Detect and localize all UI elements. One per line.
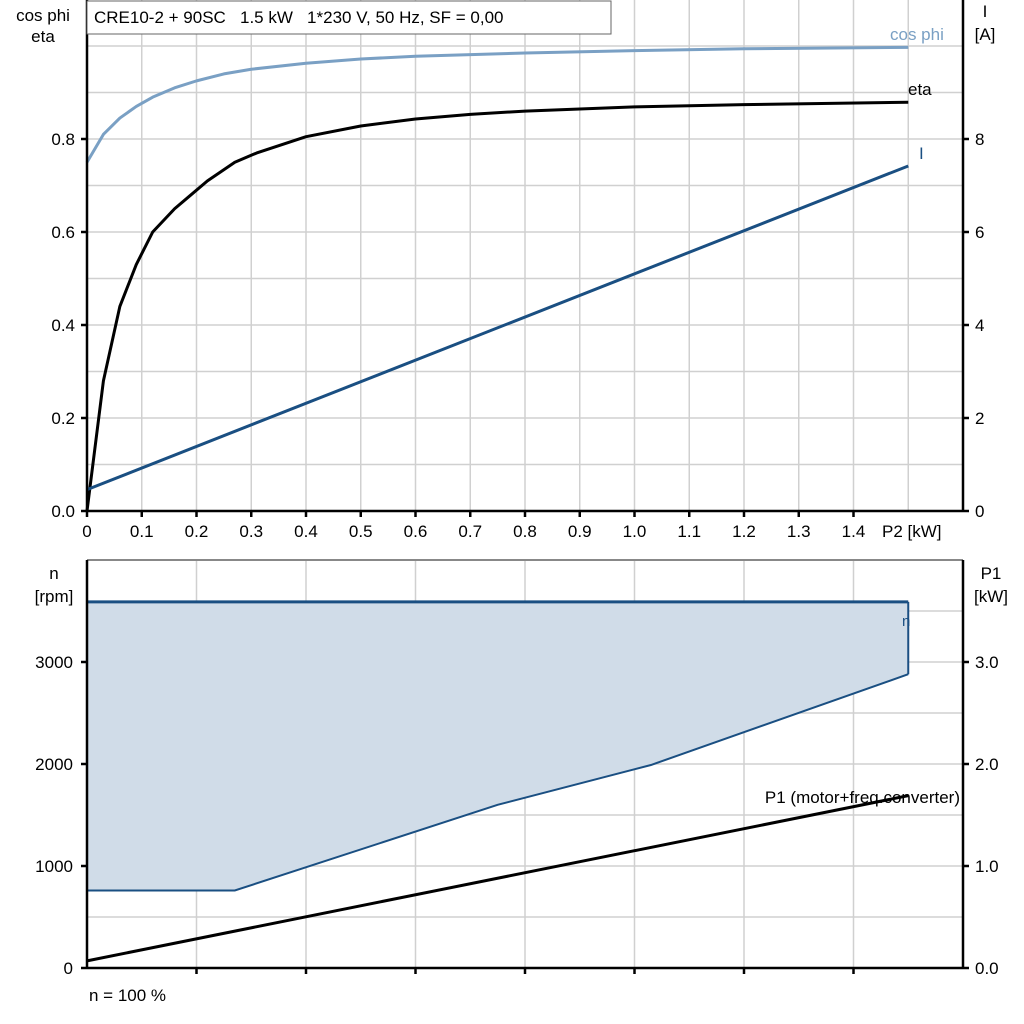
x-tick-label: 1.4 [842, 522, 866, 541]
y-tick-label-right: 8 [975, 130, 984, 149]
bottom-series [86, 600, 910, 963]
x-tick-label: 0.5 [349, 522, 373, 541]
x-tick-label: 0.3 [239, 522, 263, 541]
x-tick-label: 0.1 [130, 522, 154, 541]
y-tick-label-left: 0.0 [51, 502, 75, 521]
y-tick-label-left: 2000 [35, 755, 73, 774]
left-axis-label-eta: eta [31, 27, 55, 46]
left-axis-label-n: n [49, 564, 58, 583]
series-label-P1: P1 (motor+freq.converter) [765, 788, 960, 807]
series-line-I [86, 164, 909, 492]
speed-range-area [87, 601, 909, 891]
series-label-eta: eta [908, 80, 932, 99]
x-axis-label: P2 [kW] [882, 522, 942, 541]
x-tick-label: 0.6 [404, 522, 428, 541]
series-label-I: I [919, 144, 924, 163]
x-tick-label: 0.8 [513, 522, 537, 541]
x-tick-label: 1.0 [623, 522, 647, 541]
y-tick-label-left: 1000 [35, 857, 73, 876]
series-line-eta [85, 100, 909, 512]
y-tick-label-left: 0.8 [51, 130, 75, 149]
right-axis-label-I: I [983, 2, 988, 21]
left-axis-label-rpm: [rpm] [35, 587, 74, 606]
x-tick-label: 0 [82, 522, 91, 541]
series-line-cos-phi [85, 45, 909, 164]
series-line-P1 [86, 794, 909, 963]
x-tick-label: 0.4 [294, 522, 318, 541]
x-tick-label: 1.1 [677, 522, 701, 541]
y-tick-label-right: 4 [975, 316, 984, 335]
speed-range-fill [87, 601, 909, 891]
top-series [85, 45, 909, 512]
y-tick-label-right: 0 [975, 502, 984, 521]
y-tick-label-left: 3000 [35, 653, 73, 672]
x-tick-label: 0.7 [458, 522, 482, 541]
y-tick-label-right: 1.0 [975, 857, 999, 876]
y-tick-label-right: 0.0 [975, 959, 999, 978]
x-tick-label: 1.3 [787, 522, 811, 541]
right-axis-label-A: [A] [975, 25, 996, 44]
series-label-n: n [902, 613, 910, 630]
y-tick-label-right: 2 [975, 409, 984, 428]
series-line-n-lower [87, 673, 909, 892]
y-tick-label-right: 3.0 [975, 653, 999, 672]
title-box [86, 0, 612, 35]
x-tick-label: 0.9 [568, 522, 592, 541]
axes: 0 0.1 0.2 0.3 0.4 0.5 0.6 0.7 0.8 0.9 1.0 1.1 1.2 1.3… [35, 0, 999, 978]
left-axis-label-cosphi: cos phi [16, 6, 70, 25]
top-grid [87, 0, 964, 511]
series-label-cosphi: cos phi [890, 25, 944, 44]
y-tick-label-left: 0.4 [51, 316, 75, 335]
x-tick-label: 1.2 [732, 522, 756, 541]
y-tick-label-left: 0.2 [51, 409, 75, 428]
right-axis-label-kW: [kW] [974, 587, 1008, 606]
y-tick-label-left: 0 [64, 959, 73, 978]
y-tick-label-right: 6 [975, 223, 984, 242]
y-tick-label-right: 2.0 [975, 755, 999, 774]
footnote: n = 100 % [89, 986, 166, 1005]
chart-title: CRE10-2 + 90SC 1.5 kW 1*230 V, 50 Hz, SF… [94, 8, 503, 27]
right-axis-label-P1: P1 [981, 564, 1002, 583]
y-tick-label-left: 0.6 [51, 223, 75, 242]
x-tick-label: 0.2 [185, 522, 209, 541]
